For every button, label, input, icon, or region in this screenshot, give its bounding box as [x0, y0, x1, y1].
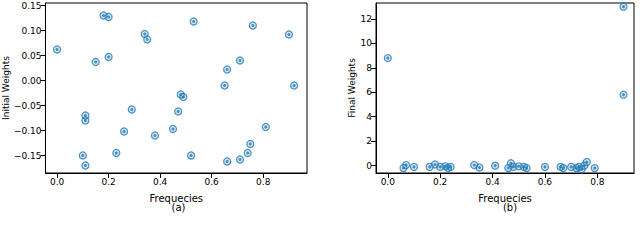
svg-text:2: 2 — [366, 136, 372, 146]
svg-text:0.8: 0.8 — [590, 177, 605, 187]
svg-text:−0.05: −0.05 — [14, 101, 42, 111]
svg-text:Frequecies: Frequecies — [149, 192, 203, 204]
svg-text:0.10: 0.10 — [21, 26, 41, 36]
svg-text:0.6: 0.6 — [205, 177, 220, 187]
svg-text:0.2: 0.2 — [433, 177, 447, 187]
svg-text:0.2: 0.2 — [101, 177, 115, 187]
svg-text:Frequecies: Frequecies — [478, 192, 532, 204]
svg-text:0: 0 — [366, 161, 372, 171]
svg-text:0.0: 0.0 — [50, 177, 65, 187]
svg-text:12: 12 — [361, 14, 372, 24]
svg-text:(b): (b) — [503, 202, 517, 213]
svg-text:0.4: 0.4 — [153, 177, 168, 187]
svg-text:4: 4 — [366, 112, 372, 122]
svg-text:8: 8 — [366, 63, 372, 73]
svg-text:Final Weights: Final Weights — [347, 58, 357, 118]
svg-text:6: 6 — [366, 87, 372, 97]
svg-text:10: 10 — [361, 38, 373, 48]
svg-text:0.05: 0.05 — [21, 51, 41, 61]
svg-text:0.4: 0.4 — [485, 177, 500, 187]
svg-text:(a): (a) — [172, 202, 186, 213]
svg-text:0.00: 0.00 — [21, 76, 41, 86]
svg-text:−0.10: −0.10 — [14, 126, 42, 136]
svg-text:0.6: 0.6 — [538, 177, 553, 187]
svg-text:−0.15: −0.15 — [14, 151, 42, 161]
svg-text:0.0: 0.0 — [381, 177, 396, 187]
svg-text:0.8: 0.8 — [256, 177, 271, 187]
svg-text:Initial Weights: Initial Weights — [1, 56, 11, 120]
svg-text:0.15: 0.15 — [21, 1, 41, 11]
